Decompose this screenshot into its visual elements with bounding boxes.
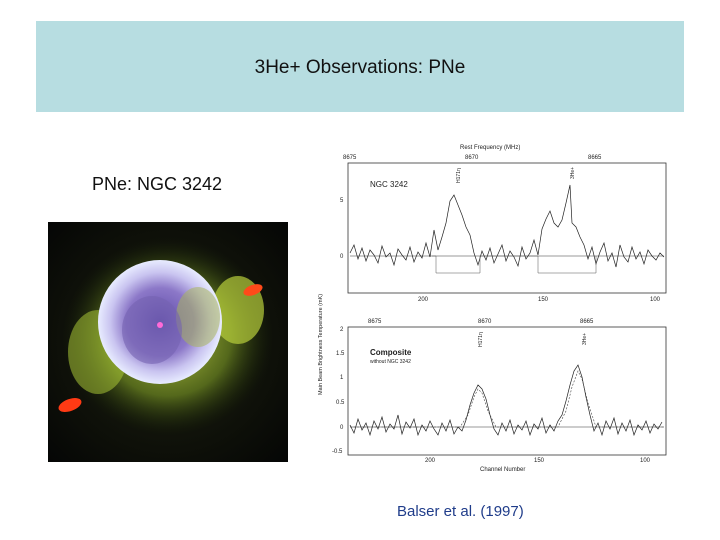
spectrum-figure: Rest Frequency (MHz) 8675 8670 8665 NGC … <box>318 145 667 473</box>
x-axis-label: Channel Number <box>480 467 525 473</box>
lower-spectrum-trace <box>349 364 663 437</box>
upper-panel-frame <box>347 162 667 294</box>
lower-x-tick: 150 <box>534 458 545 464</box>
top-tick: 8665 <box>588 155 602 161</box>
upper-spectrum-trace <box>349 184 665 268</box>
lower-top-tick: 8670 <box>478 319 492 325</box>
upper-x-tick: 100 <box>650 297 661 303</box>
lower-y-tick: 0 <box>340 425 344 431</box>
nebula-image <box>48 222 288 462</box>
top-axis-label: Rest Frequency (MHz) <box>460 145 520 151</box>
lower-panel-label: Composite <box>370 348 412 357</box>
title-band: 3He+ Observations: PNe <box>36 21 684 112</box>
slide-title: 3He+ Observations: PNe <box>254 57 466 78</box>
lower-y-tick: 0.5 <box>336 400 345 406</box>
y-axis-label: Main Beam Brightness Temperature (mK) <box>318 294 324 395</box>
slide-subtitle: PNe: NGC 3242 <box>92 174 223 194</box>
upper-x-tick: 200 <box>418 297 429 303</box>
upper-y-tick: 5 <box>340 198 344 204</box>
lower-y-tick: -0.5 <box>332 449 343 455</box>
lower-x-tick: 200 <box>425 458 436 464</box>
lower-line-label: H171η <box>478 332 484 347</box>
upper-panel-label: NGC 3242 <box>370 180 408 189</box>
top-tick: 8670 <box>465 155 479 161</box>
lower-y-tick: 2 <box>340 327 344 333</box>
lower-model-trace <box>350 370 664 428</box>
lower-top-tick: 8665 <box>580 319 594 325</box>
lower-line-label: 3He+ <box>582 333 588 345</box>
upper-line-label: 3He+ <box>570 167 576 179</box>
lower-y-tick: 1 <box>340 375 344 381</box>
lower-y-tick: 1.5 <box>336 351 345 357</box>
lower-x-tick: 100 <box>640 458 651 464</box>
upper-model-trace <box>432 255 597 274</box>
lower-panel-frame <box>347 326 667 456</box>
lower-panel-sublabel: without NGC 3242 <box>370 359 411 365</box>
upper-y-tick: 0 <box>340 254 344 260</box>
upper-line-label: H171η <box>456 168 462 183</box>
top-tick: 8675 <box>343 155 357 161</box>
lower-top-tick: 8675 <box>368 319 382 325</box>
citation: Balser et al. (1997) <box>397 503 524 520</box>
upper-x-tick: 150 <box>538 297 549 303</box>
